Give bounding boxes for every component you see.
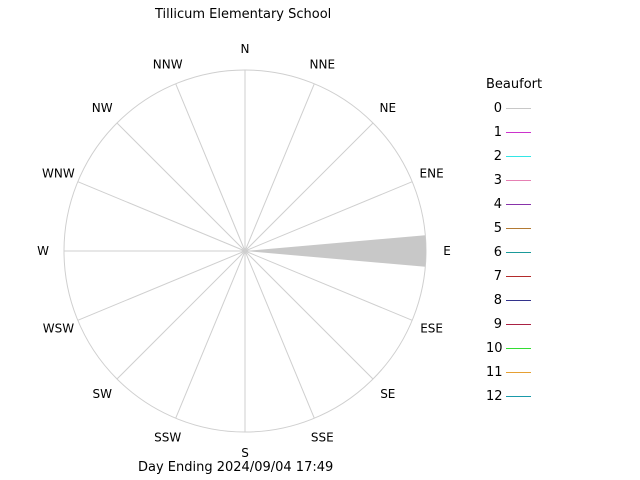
legend-label: 4: [493, 197, 502, 212]
direction-label-nw: NW: [92, 101, 113, 115]
legend-swatch: [506, 276, 531, 277]
spoke-se: [244, 250, 374, 380]
spoke-nnw: [175, 83, 246, 252]
legend-swatch: [506, 396, 531, 397]
legend-item: 3: [486, 173, 546, 189]
legend-item: 5: [486, 221, 546, 237]
legend-label: 8: [493, 293, 502, 308]
direction-labels: N NNE NE ENE E ESE SE SSE S SSW SW WSW W WNW NW NNW: [37, 42, 451, 460]
direction-label-e: E: [443, 244, 451, 258]
legend-label: 7: [493, 269, 502, 284]
legend-item: 11: [486, 365, 546, 381]
legend-swatch: [506, 372, 531, 373]
legend-item: 12: [486, 389, 546, 405]
legend-label: 10: [486, 341, 503, 356]
legend-swatch: [506, 252, 531, 253]
direction-label-sse: SSE: [311, 431, 334, 445]
legend-label: 9: [493, 317, 502, 332]
legend-label: 12: [486, 389, 503, 404]
legend-label: 2: [493, 149, 502, 164]
direction-label-sw: SW: [92, 387, 112, 401]
legend-swatch: [506, 228, 531, 229]
spoke-ne: [244, 122, 374, 252]
spoke-sw: [116, 250, 246, 380]
legend-item: 10: [486, 341, 546, 357]
chart-footer: Day Ending 2024/09/04 17:49: [138, 460, 334, 475]
spoke-wsw: [77, 250, 246, 321]
direction-label-nnw: NNW: [153, 57, 183, 71]
spoke-ese: [244, 250, 413, 321]
legend-item: 1: [486, 125, 546, 141]
direction-label-ese: ESE: [420, 321, 443, 335]
legend-label: 0: [493, 101, 502, 116]
direction-label-s: S: [241, 446, 249, 460]
legend-item: 4: [486, 197, 546, 213]
legend-item: 0: [486, 101, 546, 117]
direction-label-ssw: SSW: [154, 431, 181, 445]
legend-swatch: [506, 156, 531, 157]
spoke-sse: [244, 250, 315, 419]
legend-swatch: [506, 108, 531, 109]
legend-title: Beaufort: [486, 77, 543, 92]
legend-item: 9: [486, 317, 546, 333]
legend-swatch: [506, 204, 531, 205]
direction-label-ne: NE: [380, 101, 397, 115]
legend-swatch: [506, 180, 531, 181]
spoke-ene: [244, 181, 413, 252]
legend-swatch: [506, 324, 531, 325]
chart-title: Tillicum Elementary School: [155, 7, 332, 22]
legend-swatch: [506, 300, 531, 301]
direction-label-nne: NNE: [310, 57, 336, 71]
legend-item: 7: [486, 269, 546, 285]
spoke-nw: [116, 122, 246, 252]
direction-label-ene: ENE: [420, 167, 444, 181]
wind-rose-grid: [63, 69, 427, 433]
direction-label-wnw: WNW: [42, 167, 75, 181]
legend-label: 5: [493, 221, 502, 236]
direction-label-n: N: [241, 42, 250, 56]
legend-label: 6: [493, 245, 502, 260]
legend-item: 8: [486, 293, 546, 309]
legend-item: 2: [486, 149, 546, 165]
legend-label: 3: [493, 173, 502, 188]
spoke-wnw: [77, 181, 246, 252]
legend-item: 6: [486, 245, 546, 261]
legend-label: 1: [493, 125, 502, 140]
legend-swatch: [506, 132, 531, 133]
petal-e-beaufort-0: [245, 235, 426, 267]
legend-swatch: [506, 348, 531, 349]
direction-label-se: SE: [380, 387, 395, 401]
wind-rose-petals: [245, 235, 426, 267]
legend-label: 11: [486, 365, 503, 380]
spoke-ssw: [175, 250, 246, 419]
direction-label-wsw: WSW: [43, 321, 74, 335]
direction-label-w: W: [37, 244, 49, 258]
spoke-nne: [244, 83, 315, 252]
